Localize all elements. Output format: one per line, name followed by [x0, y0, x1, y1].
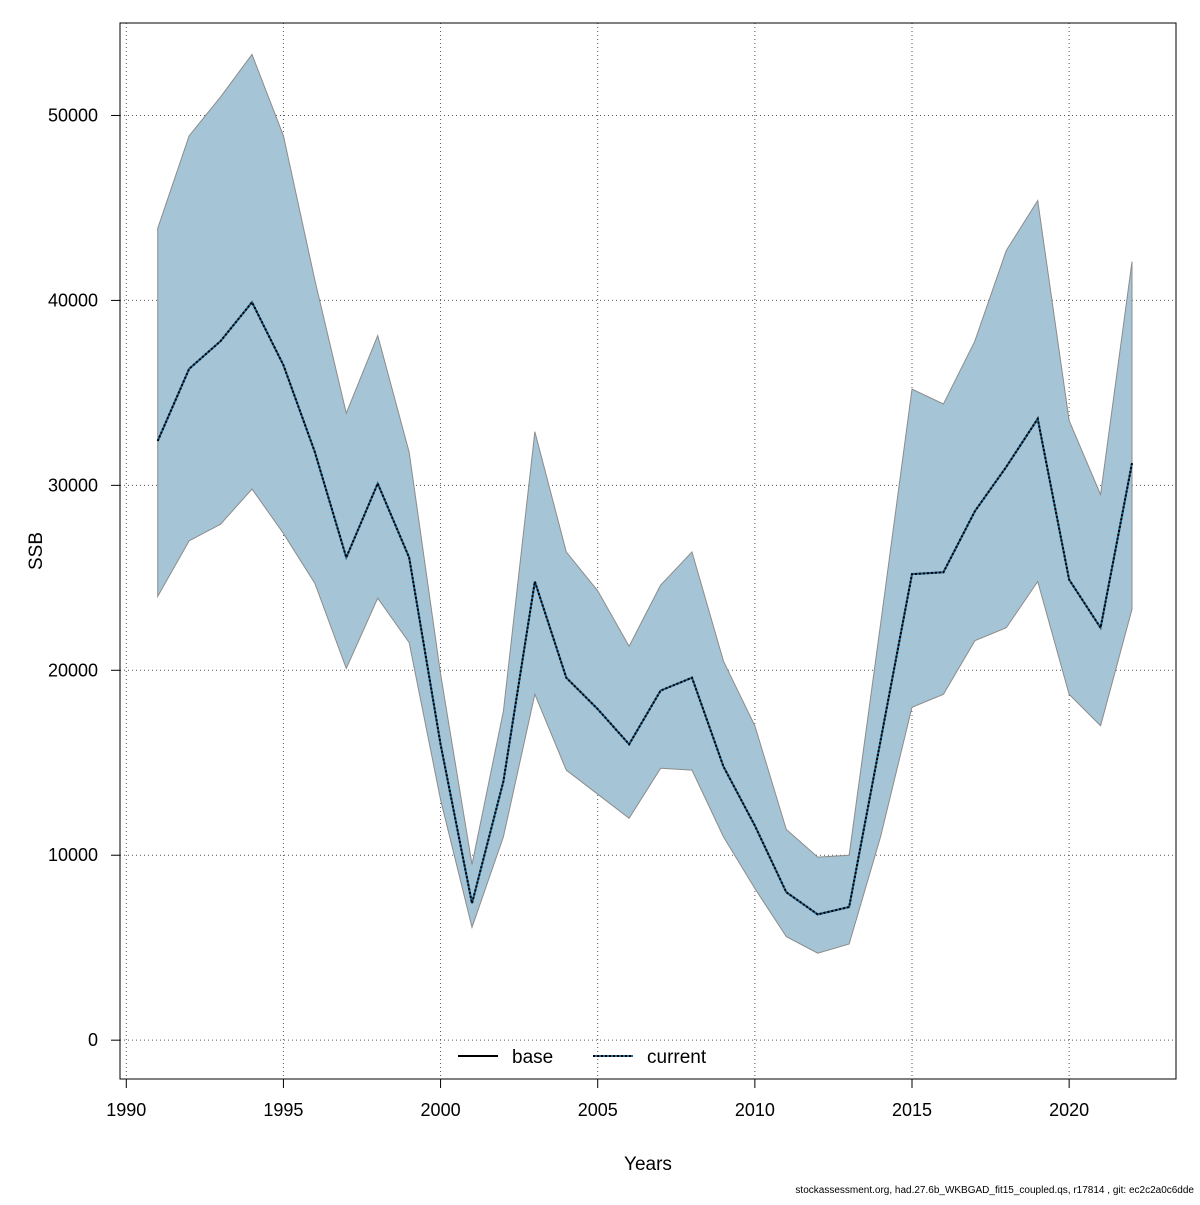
y-tick-label-30000: 30000 [48, 475, 98, 495]
x-axis-label: Years [624, 1154, 672, 1175]
plot-frame [119, 22, 1177, 1080]
x-tick-label-1995: 1995 [263, 1100, 303, 1120]
confidence-band [157, 53, 1133, 954]
x-tick-label-2020: 2020 [1049, 1100, 1089, 1120]
legend: base current [458, 1047, 707, 1068]
y-tick-label-40000: 40000 [48, 290, 98, 310]
x-tick-label-2010: 2010 [735, 1100, 775, 1120]
x-tick-label-1990: 1990 [106, 1100, 146, 1120]
axes: 1990 1995 2000 2005 2010 2015 2020 0 10000 20000 3… [26, 22, 1177, 1175]
y-tick-label-10000: 10000 [48, 845, 98, 865]
y-axis-label: SSB [26, 532, 47, 570]
legend-label-base: base [512, 1047, 553, 1068]
y-tick-label-50000: 50000 [48, 105, 98, 125]
series-line-current [156, 300, 1133, 916]
footer-credit: stockassessment.org, had.27.6b_WKBGAD_fi… [795, 1185, 1194, 1196]
x-tick-label-2005: 2005 [578, 1100, 618, 1120]
y-tick-label-0: 0 [88, 1030, 98, 1050]
confidence-band-area [157, 53, 1133, 954]
x-tick-label-2015: 2015 [892, 1100, 932, 1120]
y-tick-label-20000: 20000 [48, 660, 98, 680]
series-lines [156, 300, 1133, 916]
x-tick-label-2000: 2000 [421, 1100, 461, 1120]
legend-label-current: current [647, 1047, 707, 1068]
